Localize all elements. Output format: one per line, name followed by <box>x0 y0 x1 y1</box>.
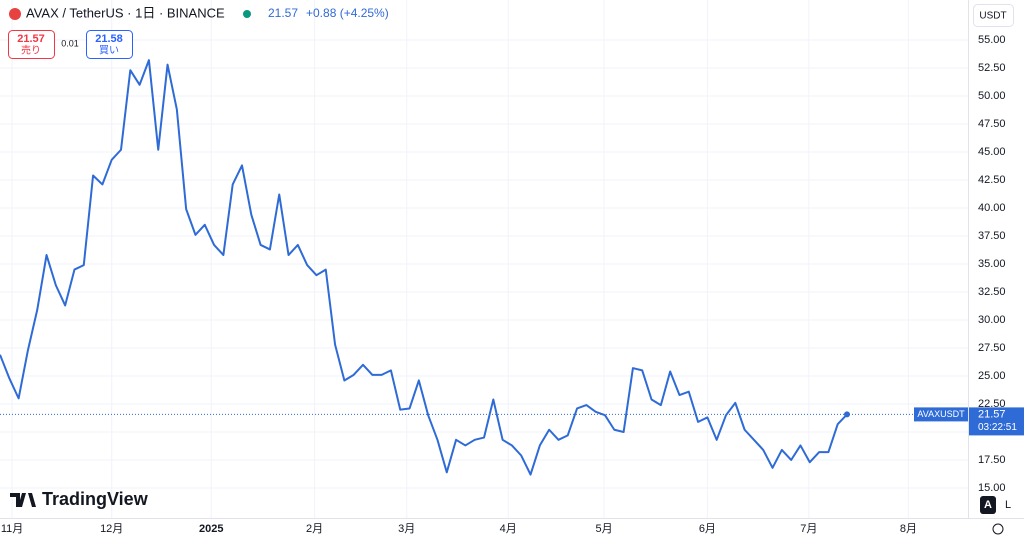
price-tag-countdown: 03:22:51 <box>978 422 1017 433</box>
y-tick-label: 55.00 <box>978 34 1006 46</box>
y-tick-label: 25.00 <box>978 370 1006 382</box>
market-status <box>243 10 251 18</box>
y-tick-label: 17.50 <box>978 454 1006 466</box>
x-tick-label: 2月 <box>306 523 323 535</box>
x-tick-label: 6月 <box>699 523 716 535</box>
spread: 0.01 <box>61 38 79 48</box>
x-tick-label: 5月 <box>596 523 613 535</box>
axes: 15.0017.5020.0022.5025.0027.5030.0032.50… <box>1 34 1024 535</box>
y-tick-label: 40.00 <box>978 202 1006 214</box>
y-tick-label: 37.50 <box>978 230 1006 242</box>
x-tick-label: 2025 <box>199 523 223 535</box>
sell-button[interactable] <box>8 30 55 59</box>
grid <box>0 0 968 518</box>
logo-icon <box>10 493 36 507</box>
buy-price[interactable]: 21.58 <box>95 33 123 45</box>
price-line <box>0 59 848 476</box>
sell-label[interactable]: 売り <box>21 44 41 57</box>
log-label[interactable]: L <box>1005 499 1011 511</box>
settings-icon[interactable] <box>992 523 1004 535</box>
currency[interactable]: USDT <box>979 11 1006 22</box>
y-tick-label: 27.50 <box>978 342 1006 354</box>
y-tick-label: 50.00 <box>978 90 1006 102</box>
x-tick-label: 4月 <box>500 523 517 535</box>
buy-button[interactable] <box>86 30 133 59</box>
symbol-tag-label: AVAXUSDT <box>917 409 965 419</box>
auto-button[interactable] <box>980 496 996 514</box>
symbol-tag <box>914 407 968 422</box>
logo-text: TradingView <box>42 489 149 509</box>
x-tick-label: 3月 <box>398 523 415 535</box>
plot <box>0 59 968 476</box>
symbol-title: AVAX / TetherUS · 1日 · BINANCE <box>26 5 225 20</box>
buy-label[interactable]: 買い <box>99 45 119 57</box>
last-point <box>844 411 850 418</box>
sell-price[interactable]: 21.57 <box>17 33 45 45</box>
last-price: 21.57 <box>268 6 298 20</box>
price-tag-value: 21.57 <box>978 408 1006 420</box>
auto-label[interactable]: A <box>984 499 992 511</box>
y-tick-label: 22.50 <box>978 398 1006 410</box>
x-tick-label: 11月 <box>1 523 23 535</box>
y-tick-label: 52.50 <box>978 62 1006 74</box>
currency-button[interactable] <box>973 4 1014 27</box>
y-tick-label: 32.50 <box>978 286 1006 298</box>
y-tick-label: 35.00 <box>978 258 1006 270</box>
y-tick-label: 45.00 <box>978 146 1006 158</box>
y-tick-label: 30.00 <box>978 314 1006 326</box>
x-tick-label: 8月 <box>900 523 917 535</box>
y-tick-label: 42.50 <box>978 174 1006 186</box>
y-tick-label: 47.50 <box>978 118 1006 130</box>
x-tick-label: 7月 <box>800 523 817 535</box>
change: +0.88 (+4.25%) <box>306 6 389 20</box>
price-tag <box>969 407 1024 436</box>
x-tick-label: 12月 <box>100 523 123 535</box>
symbol-icon <box>9 8 21 20</box>
y-tick-label: 15.00 <box>978 482 1006 494</box>
